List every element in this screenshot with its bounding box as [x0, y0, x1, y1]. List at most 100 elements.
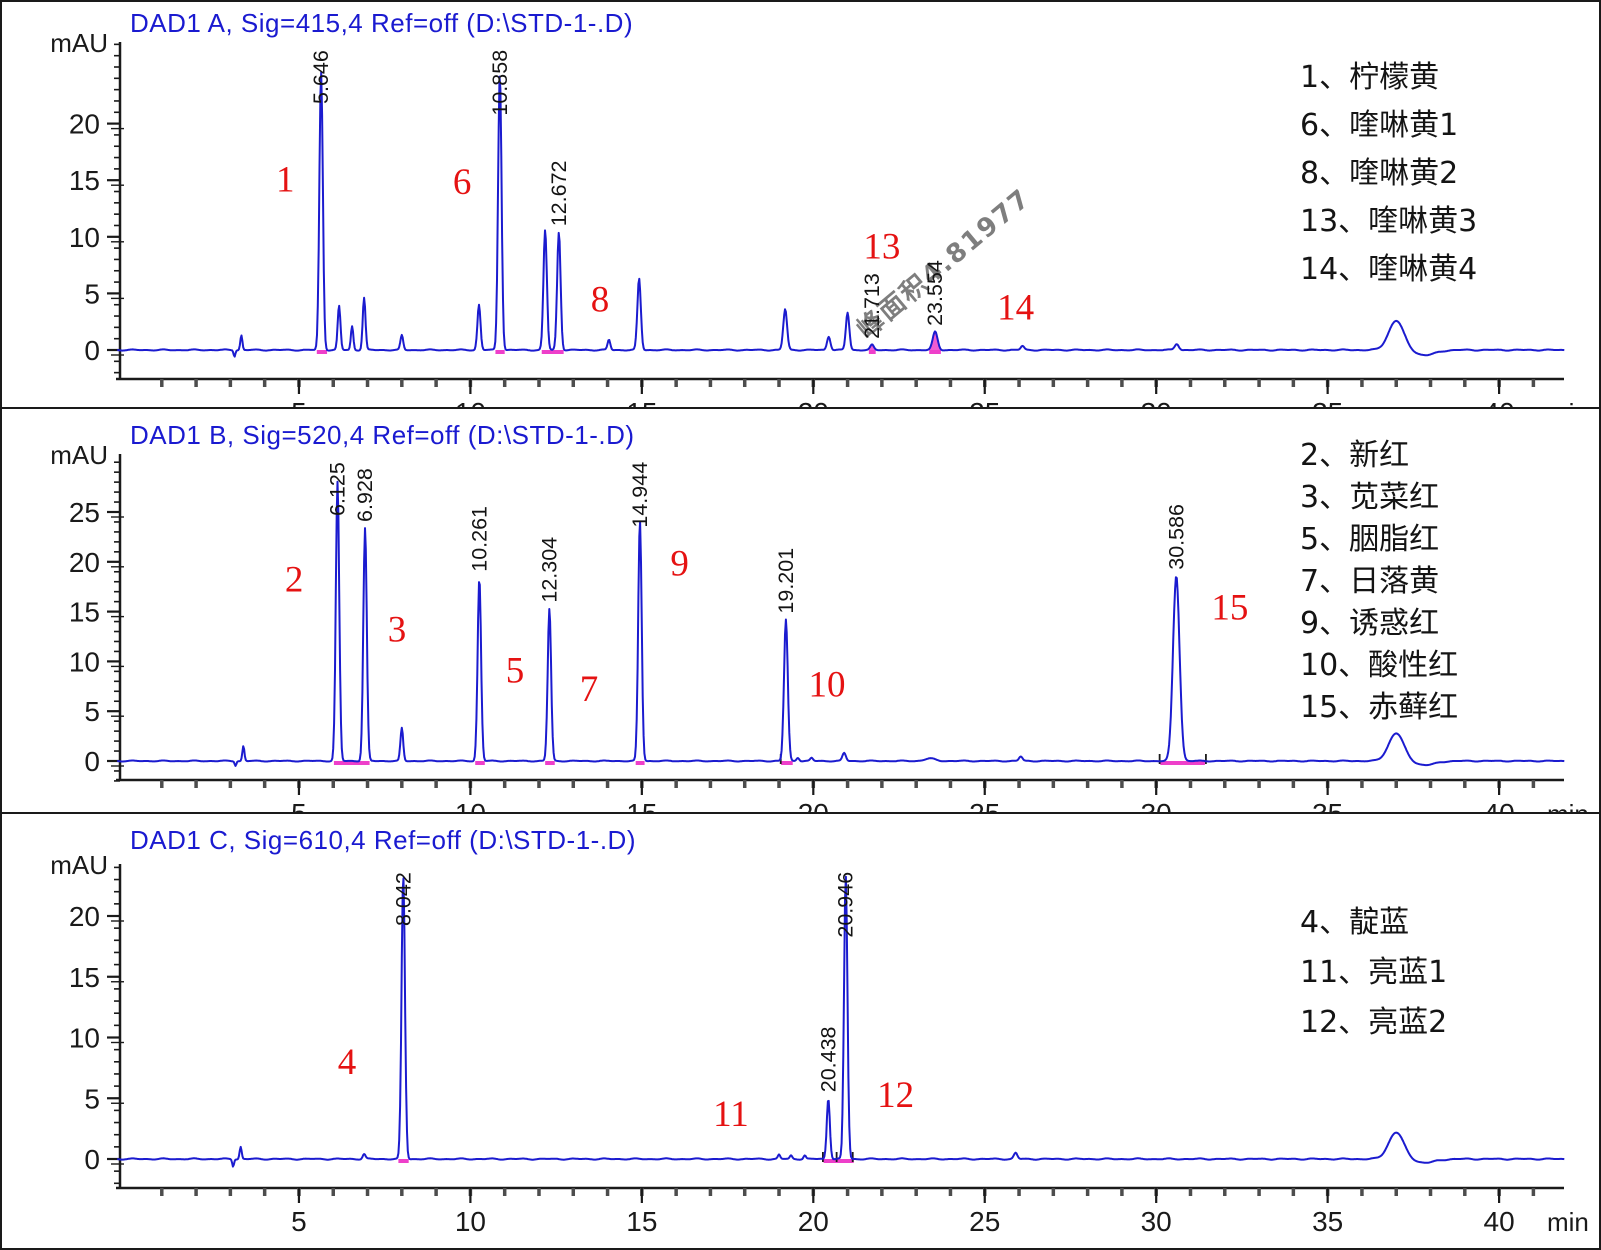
red-peak-number: 1	[276, 160, 295, 201]
axes: 5 10 15 20 25 30 35 40 min 0 5 10 15 20 mAU	[50, 28, 1589, 407]
chromatogram-trace	[117, 480, 1565, 767]
peak-rt-label: 6.928	[353, 468, 377, 522]
svg-text:15: 15	[69, 597, 100, 628]
panel-dad1-c: 5 10 15 20 25 30 35 40 min 0 5 10 15 20 mAU 8.042 20.438…	[2, 812, 1599, 1248]
peak-rt-label: 14.944	[628, 462, 652, 528]
svg-text:40: 40	[1484, 1206, 1515, 1237]
peak-rt-label: 19.201	[774, 548, 798, 614]
red-peak-number: 2	[285, 560, 304, 601]
panel-a-legend: 1、柠檬黄 6、喹啉黄1 8、喹啉黄2 13、喹啉黄3 14、喹啉黄4	[1300, 54, 1477, 294]
legend-item: 12、亮蓝2	[1300, 1005, 1448, 1040]
peak-rt-label: 12.672	[547, 161, 571, 227]
svg-text:25: 25	[969, 798, 1000, 814]
peak-rt-label: 5.646	[309, 50, 333, 104]
panel-b-legend: 2、新红 3、苋菜红 5、胭脂红 7、日落黄 9、诱惑红 10、酸性红 15、赤藓红	[1300, 435, 1458, 729]
svg-text:0: 0	[84, 335, 100, 366]
svg-text:20: 20	[798, 397, 829, 407]
panel-b-title: DAD1 B, Sig=520,4 Ref=off (D:\STD-1-.D)	[130, 420, 635, 450]
red-peak-number: 14	[997, 287, 1034, 328]
legend-item: 5、胭脂红	[1300, 522, 1440, 557]
svg-text:10: 10	[69, 222, 100, 253]
peak-labels: 6.125 6.928 10.261 12.304 14.944 19.201 30.586	[326, 462, 1189, 614]
chromatogram-trace	[116, 875, 1565, 1168]
svg-text:5: 5	[84, 1083, 100, 1114]
svg-text:10: 10	[69, 646, 100, 677]
panel-a-title: DAD1 A, Sig=415,4 Ref=off (D:\STD-1-.D)	[130, 8, 634, 38]
peak-rt-label: 23.554	[923, 260, 947, 326]
svg-text:20: 20	[69, 901, 100, 932]
red-peak-number: 10	[809, 664, 846, 705]
legend-item: 15、赤藓红	[1300, 690, 1459, 725]
y-axis-unit: mAU	[50, 440, 108, 470]
svg-text:20: 20	[69, 547, 100, 578]
svg-text:35: 35	[1312, 798, 1343, 814]
legend-item: 4、靛蓝	[1300, 905, 1410, 940]
x-axis-unit: min	[1547, 799, 1589, 814]
svg-text:35: 35	[1312, 1206, 1343, 1237]
red-peak-number: 6	[453, 162, 472, 203]
svg-text:10: 10	[455, 798, 486, 814]
svg-text:5: 5	[291, 1206, 307, 1237]
svg-text:5: 5	[84, 696, 100, 727]
peak-rt-label: 10.261	[467, 506, 491, 572]
red-peak-number: 3	[388, 609, 407, 650]
legend-item: 2、新红	[1300, 438, 1410, 473]
svg-text:20: 20	[798, 798, 829, 814]
peak-labels: 5.646 10.858 12.672 21.713 23.554	[309, 50, 947, 339]
peak-rt-label: 21.713	[860, 273, 884, 339]
legend-item: 14、喹啉黄4	[1300, 252, 1478, 287]
peak-rt-label: 10.858	[488, 50, 512, 116]
y-axis-unit: mAU	[50, 28, 108, 58]
y-axis-unit: mAU	[50, 850, 108, 880]
svg-text:0: 0	[84, 746, 100, 777]
integration-marks	[398, 1152, 854, 1163]
legend-item: 7、日落黄	[1300, 564, 1440, 599]
red-peak-number: 4	[338, 1042, 357, 1083]
svg-text:5: 5	[291, 397, 307, 407]
svg-text:15: 15	[626, 798, 657, 814]
peak-rt-label: 20.946	[834, 872, 858, 938]
svg-text:10: 10	[455, 397, 486, 407]
red-peak-number: 12	[877, 1075, 914, 1116]
legend-item: 3、苋菜红	[1300, 480, 1440, 515]
svg-text:10: 10	[69, 1023, 100, 1054]
svg-text:30: 30	[1141, 798, 1172, 814]
svg-text:35: 35	[1312, 397, 1343, 407]
svg-text:30: 30	[1141, 1206, 1172, 1237]
svg-text:15: 15	[69, 962, 100, 993]
x-axis-unit: min	[1547, 398, 1589, 407]
panel-c-legend: 4、靛蓝 11、亮蓝1 12、亮蓝2	[1300, 898, 1447, 1048]
peak-labels: 8.042 20.438 20.946	[391, 872, 857, 1092]
legend-item: 6、喹啉黄1	[1300, 108, 1459, 143]
red-annotations: 1 6 8 13 14	[276, 160, 1034, 329]
svg-text:20: 20	[798, 1206, 829, 1237]
chromatogram-trace	[117, 71, 1565, 358]
svg-text:30: 30	[1141, 397, 1172, 407]
svg-text:25: 25	[969, 397, 1000, 407]
chromatogram-plot-c: 5 10 15 20 25 30 35 40 min 0 5 10 15 20 mAU 8.042 20.438…	[50, 850, 1589, 1237]
red-annotations: 4 11 12	[338, 1042, 914, 1135]
red-peak-number: 9	[670, 544, 689, 585]
red-peak-number: 11	[713, 1094, 749, 1135]
panel-c-title: DAD1 C, Sig=610,4 Ref=off (D:\STD-1-.D)	[130, 825, 636, 855]
svg-text:15: 15	[69, 165, 100, 196]
legend-item: 11、亮蓝1	[1300, 955, 1448, 990]
x-axis-unit: min	[1547, 1207, 1589, 1237]
svg-text:15: 15	[626, 397, 657, 407]
svg-text:10: 10	[455, 1206, 486, 1237]
peak-rt-label: 30.586	[1164, 504, 1188, 570]
svg-text:0: 0	[84, 1144, 100, 1175]
integration-marks	[316, 331, 945, 354]
chromatogram-plot-a: 510152025303540min05101520mAU峰面积4.819775…	[50, 28, 1589, 407]
red-peak-number: 15	[1211, 588, 1248, 629]
svg-text:40: 40	[1484, 397, 1515, 407]
svg-text:20: 20	[69, 109, 100, 140]
peak-rt-label: 12.304	[537, 537, 561, 603]
red-peak-number: 8	[591, 280, 610, 321]
red-peak-number: 13	[863, 226, 900, 267]
legend-item: 1、柠檬黄	[1300, 60, 1440, 95]
peak-rt-label: 8.042	[391, 872, 415, 926]
